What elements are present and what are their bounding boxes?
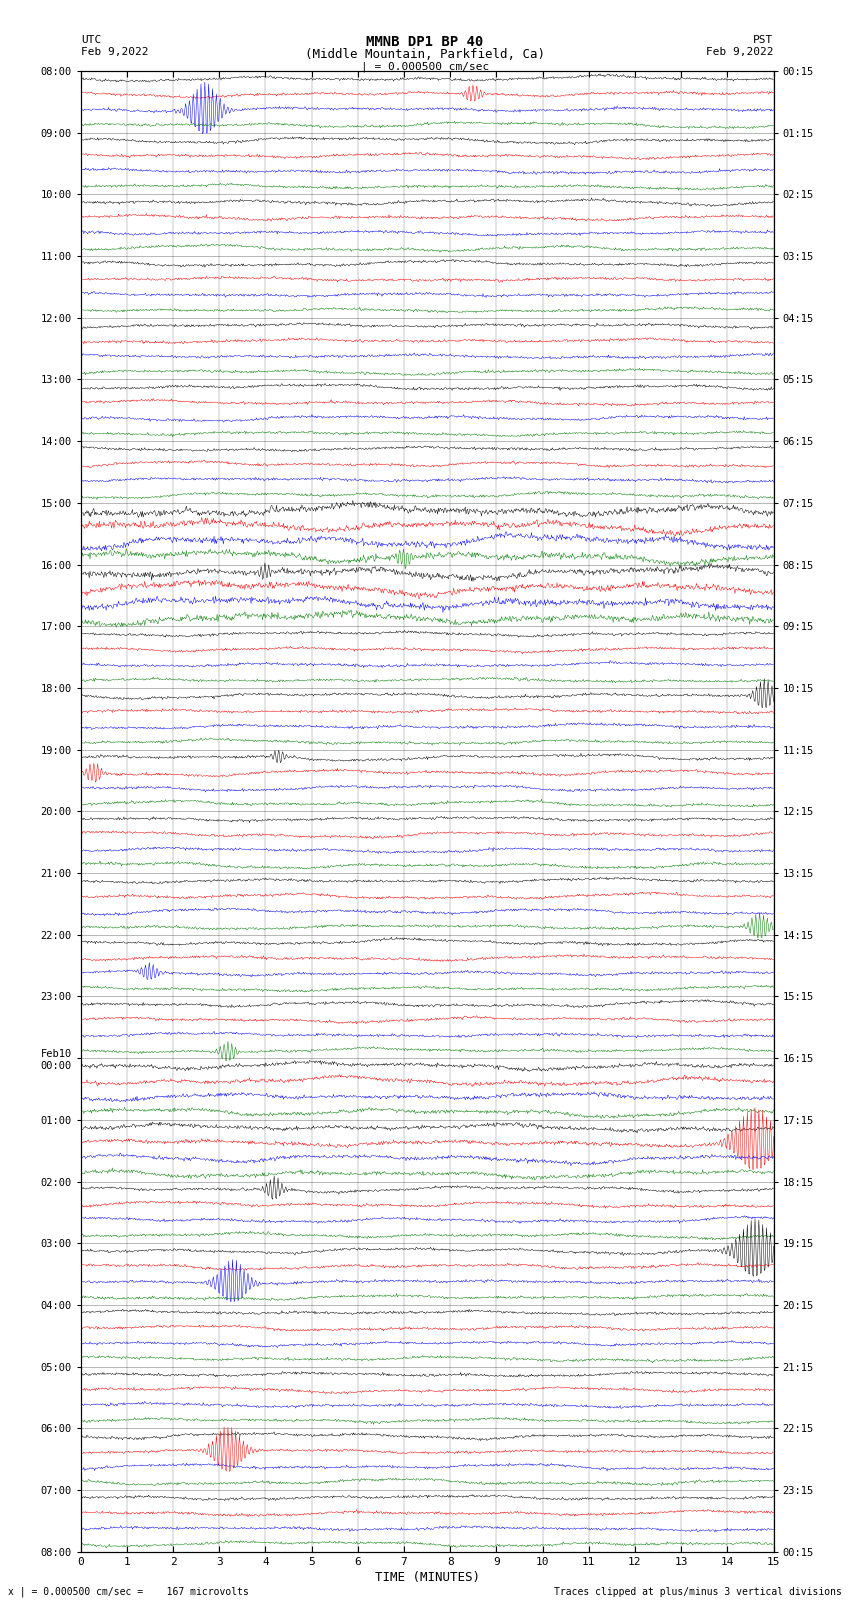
Text: Feb 9,2022: Feb 9,2022 [706,47,774,56]
Text: PST: PST [753,35,774,45]
Text: Feb 9,2022: Feb 9,2022 [81,47,148,56]
X-axis label: TIME (MINUTES): TIME (MINUTES) [375,1571,479,1584]
Text: MMNB DP1 BP 40: MMNB DP1 BP 40 [366,35,484,50]
Text: (Middle Mountain, Parkfield, Ca): (Middle Mountain, Parkfield, Ca) [305,48,545,61]
Text: Traces clipped at plus/minus 3 vertical divisions: Traces clipped at plus/minus 3 vertical … [553,1587,842,1597]
Text: | = 0.000500 cm/sec: | = 0.000500 cm/sec [361,61,489,73]
Text: UTC: UTC [81,35,101,45]
Text: x | = 0.000500 cm/sec =    167 microvolts: x | = 0.000500 cm/sec = 167 microvolts [8,1586,249,1597]
